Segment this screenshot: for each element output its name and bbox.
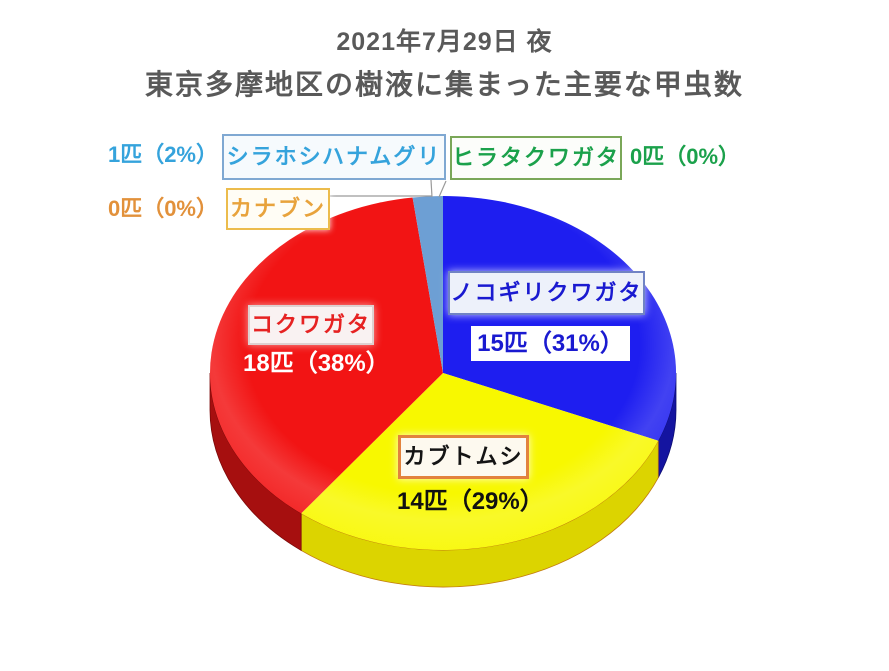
leader-line-hirata [438,180,447,198]
chart-title-date: 2021年7月29日 夜 [336,28,553,56]
count-label-nokogiri: 15匹（31%） [471,326,630,361]
callout-box-hirata: ヒラタクワガタ [450,136,622,180]
count-label-kanabun: 0匹（0%） [107,196,218,221]
count-label-kabuto: 14匹（29%） [397,488,544,515]
leader-line-shirahoshi [430,179,433,198]
callout-box-shirahoshi: シラホシハナムグリ [222,134,446,180]
callout-box-nokogiri: ノコギリクワガタ [448,271,645,315]
chart-title-main: 東京多摩地区の樹液に集まった主要な甲虫数 [145,69,744,100]
count-label-kokuwa: 18匹（38%） [243,350,390,377]
count-label-shirahoshi: 1匹（2%） [107,142,218,167]
leader-lines [330,179,447,198]
callout-box-kanabun: カナブン [226,188,330,230]
callout-box-kabuto: カブトムシ [398,435,529,479]
callout-box-kokuwa: コクワガタ [248,305,374,345]
count-label-hirata: 0匹（0%） [630,144,741,169]
